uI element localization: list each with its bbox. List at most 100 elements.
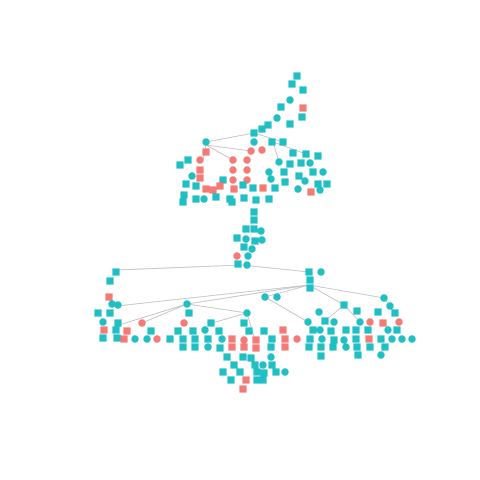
male-node <box>219 176 227 184</box>
male-node <box>258 125 266 133</box>
connector-line <box>272 141 307 155</box>
male-node-affected <box>365 335 373 343</box>
connector-line <box>253 132 284 143</box>
male-node <box>271 184 279 192</box>
male-node <box>309 326 317 334</box>
male-node <box>240 243 248 251</box>
connector-line <box>141 303 188 324</box>
male-node <box>239 181 247 189</box>
male-node <box>286 160 294 168</box>
female-node <box>243 261 251 269</box>
male-node-affected <box>379 319 387 327</box>
male-node <box>366 343 374 351</box>
male-node-affected <box>259 184 267 192</box>
female-node <box>384 326 392 334</box>
male-node <box>179 343 187 351</box>
female-node <box>275 158 283 166</box>
female-node <box>248 245 256 253</box>
male-node-affected <box>105 293 113 301</box>
male-node <box>342 326 350 334</box>
male-node <box>99 334 107 342</box>
connector-line <box>241 264 310 273</box>
male-node <box>240 319 248 327</box>
male-node <box>147 327 155 335</box>
female-node <box>377 351 385 359</box>
male-node <box>299 86 307 94</box>
male-node-affected <box>307 188 315 196</box>
male-node <box>106 309 114 317</box>
female-node <box>386 302 394 310</box>
female-node <box>356 318 364 326</box>
female-node <box>273 114 281 122</box>
male-node <box>340 301 348 309</box>
female-node <box>315 308 323 316</box>
male-node <box>268 335 276 343</box>
female-node <box>281 368 289 376</box>
female-node <box>143 335 151 343</box>
male-node <box>250 225 258 233</box>
male-node <box>289 149 297 157</box>
male-node <box>317 352 325 360</box>
connector-line <box>205 132 255 143</box>
female-node <box>183 300 191 308</box>
male-node <box>306 276 314 284</box>
male-node <box>249 184 257 192</box>
female-node <box>267 175 275 183</box>
female-node-affected <box>293 335 301 343</box>
male-node <box>391 309 399 317</box>
male-node <box>230 361 238 369</box>
male-node <box>240 194 248 202</box>
male-node-affected <box>100 326 108 334</box>
female-node <box>218 335 226 343</box>
male-node <box>233 234 241 242</box>
male-node <box>329 343 337 351</box>
male-node <box>189 327 197 335</box>
male-node <box>272 368 280 376</box>
female-node <box>380 294 388 302</box>
female-node <box>257 227 265 235</box>
female-node-affected <box>258 146 266 154</box>
female-node-affected <box>233 252 241 260</box>
female-node <box>273 293 281 301</box>
female-node-affected <box>196 156 204 164</box>
male-node <box>253 368 261 376</box>
male-node-affected <box>242 376 250 384</box>
female-node <box>330 318 338 326</box>
connector-lines <box>115 132 396 341</box>
connector-line <box>308 284 345 306</box>
female-node <box>243 309 251 317</box>
male-node-affected <box>239 385 247 393</box>
female-node <box>204 343 212 351</box>
female-node <box>244 252 252 260</box>
male-node <box>265 195 273 203</box>
male-node <box>286 120 294 128</box>
male-node <box>191 335 199 343</box>
male-node-affected <box>196 166 204 174</box>
male-node <box>112 326 120 334</box>
male-node <box>323 180 331 188</box>
female-node-affected <box>180 319 188 327</box>
male-node <box>314 152 322 160</box>
female-node <box>319 168 327 176</box>
male-node <box>374 308 382 316</box>
male-node <box>306 284 314 292</box>
male-node <box>112 268 120 276</box>
male-node <box>242 225 250 233</box>
male-node <box>327 327 335 335</box>
female-node <box>306 159 314 167</box>
male-node <box>305 343 313 351</box>
male-node <box>245 327 253 335</box>
male-node <box>227 376 235 384</box>
female-node-affected <box>229 156 237 164</box>
male-node <box>381 343 389 351</box>
female-node-affected <box>243 166 251 174</box>
female-node <box>201 326 209 334</box>
connector-line <box>205 144 234 161</box>
male-node <box>179 335 187 343</box>
male-node <box>302 150 310 158</box>
male-node <box>207 319 215 327</box>
female-node <box>318 335 326 343</box>
male-node <box>260 327 268 335</box>
female-node-affected <box>395 318 403 326</box>
